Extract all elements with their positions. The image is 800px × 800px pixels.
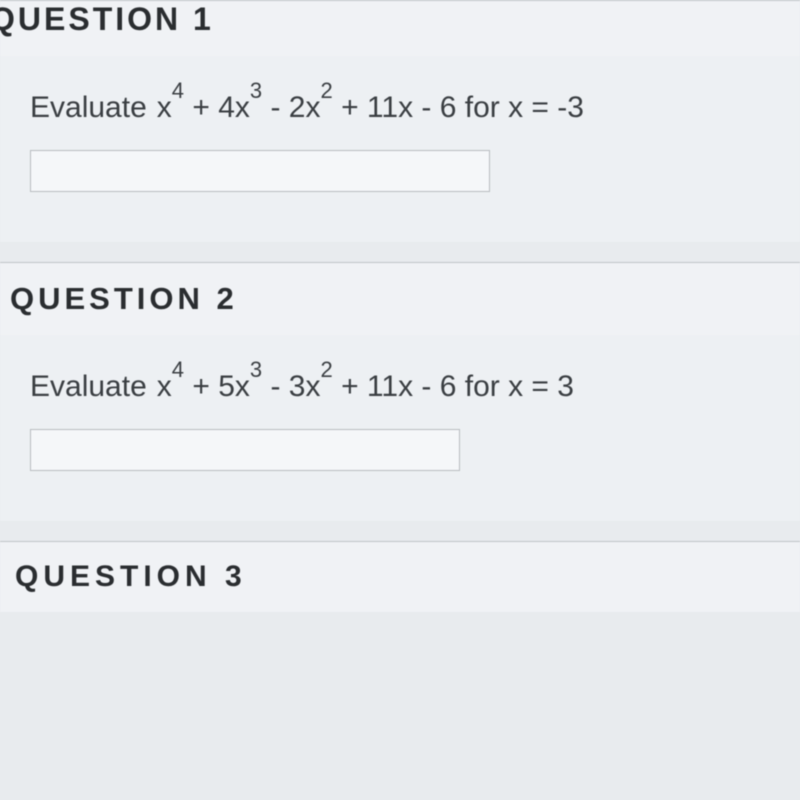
question-2-header: QUESTION 2 — [10, 263, 800, 335]
question-3-header: QUESTION 3 — [15, 542, 800, 612]
question-2-body: Evaluate x4 + 5x3 - 3x2 + 11x - 6 for x … — [0, 335, 800, 521]
eq-term: x4 + 5x3 - 3x2 + 11x - 6 for x = 3 — [157, 365, 574, 404]
question-2-block: QUESTION 2 Evaluate x4 + 5x3 - 3x2 + 11x… — [0, 262, 800, 521]
question-1-body: Evaluate x4 + 4x3 - 2x2 + 11x - 6 for x … — [0, 56, 800, 242]
eq-term: x4 + 4x3 - 2x2 + 11x - 6 for x = -3 — [157, 86, 584, 125]
question-3-block: QUESTION 3 — [0, 541, 800, 612]
question-2-answer-input[interactable] — [30, 429, 460, 471]
question-1-answer-input[interactable] — [30, 150, 490, 192]
question-2-equation: Evaluate x4 + 5x3 - 3x2 + 11x - 6 for x … — [30, 365, 770, 404]
question-1-header: QUESTION 1 — [0, 1, 800, 56]
equation-prefix: Evaluate — [30, 370, 147, 404]
equation-prefix: Evaluate — [30, 91, 147, 125]
question-1-equation: Evaluate x4 + 4x3 - 2x2 + 11x - 6 for x … — [30, 86, 770, 125]
question-1-block: QUESTION 1 Evaluate x4 + 4x3 - 2x2 + 11x… — [0, 0, 800, 242]
